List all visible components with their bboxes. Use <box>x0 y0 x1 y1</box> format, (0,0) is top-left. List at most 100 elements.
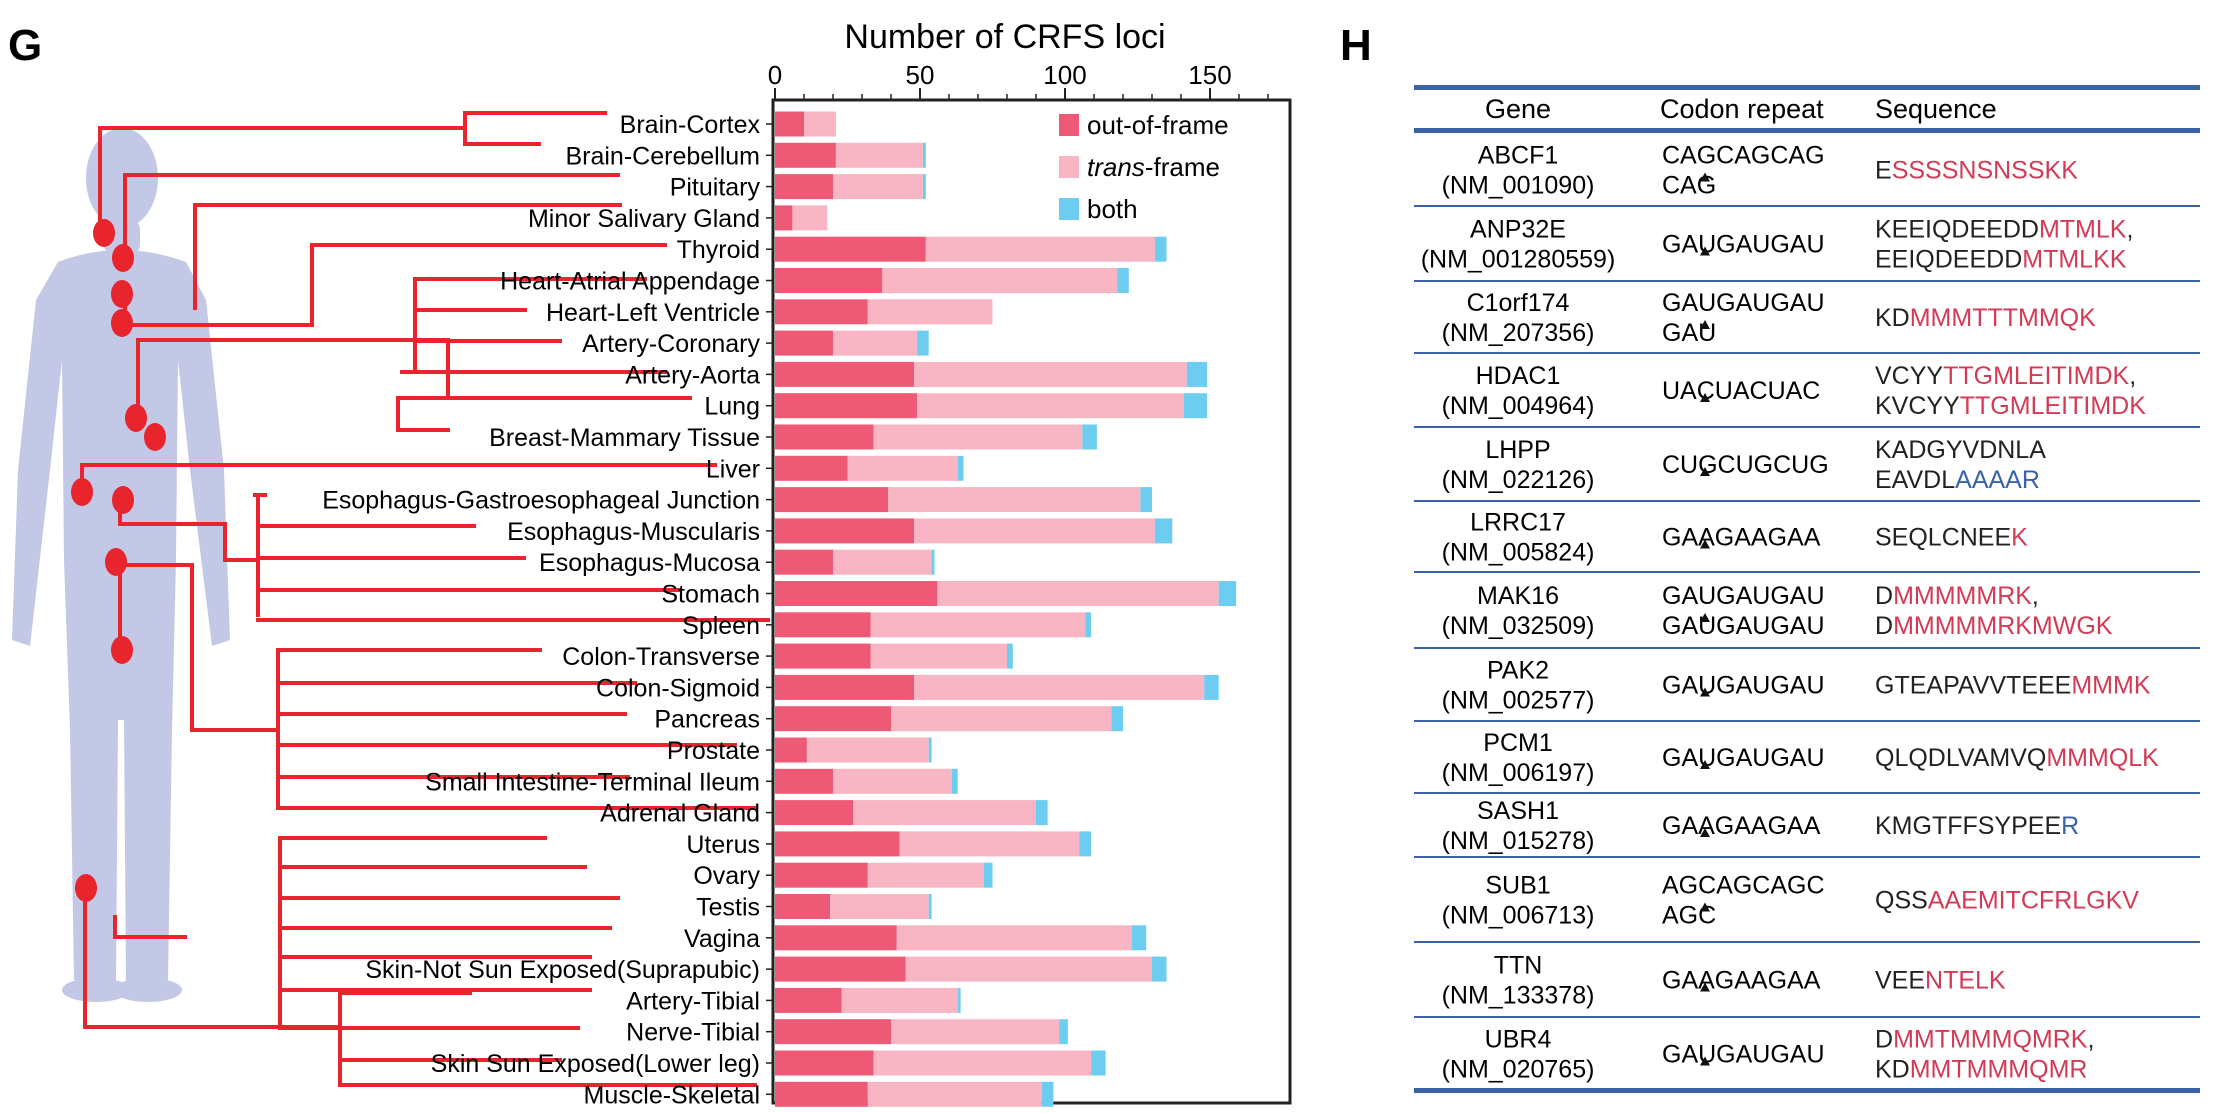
gene-symbol: C1orf174 <box>1467 289 1570 317</box>
category-label: Colon-Sigmoid <box>596 674 760 702</box>
legend-swatch <box>1059 198 1079 220</box>
bar-segment-out-of-frame <box>775 236 926 262</box>
sequence-segment: KD <box>1875 304 1910 332</box>
bar-segment-trans-frame <box>847 455 958 481</box>
bar-segment-both <box>917 330 929 356</box>
sequence-segment: , <box>2032 582 2039 610</box>
legend-swatch <box>1059 156 1079 178</box>
category-label: Vagina <box>684 925 760 953</box>
bar-segment-out-of-frame <box>775 142 836 168</box>
bar-segment-out-of-frame <box>775 1050 874 1076</box>
table-header-codon-repeat: Codon repeat <box>1660 94 1824 124</box>
table-top-rule <box>1414 85 2200 90</box>
bar-segment-out-of-frame <box>775 674 915 700</box>
category-label: Nerve-Tibial <box>626 1019 760 1047</box>
bar-segment-both <box>1218 581 1237 606</box>
bar-segment-both <box>922 142 926 168</box>
bar-segment-both <box>1131 925 1147 951</box>
sequence-segment: , <box>2126 216 2133 244</box>
category-label: Esophagus-Gastroesophageal Junction <box>322 487 760 515</box>
category-label: Pituitary <box>670 174 761 202</box>
sequence-segment: EEIQDEEDD <box>1875 246 2022 274</box>
bar-segment-both <box>1152 956 1167 982</box>
gene-accession: (NM_022126) <box>1442 466 1595 494</box>
table-row: PAK2(NM_002577) GAUGAUGAU GTEAPAVVTEEEMMMK <box>1442 657 2151 715</box>
table-row-rule <box>1414 352 2200 354</box>
category-label: Thyroid <box>677 236 760 264</box>
table-row-rule <box>1414 720 2200 722</box>
gene-symbol: SUB1 <box>1485 872 1550 900</box>
panel-g-letter: G <box>8 21 42 70</box>
sequence-segment-red: NTELK <box>1925 967 2006 995</box>
legend-label: trans-frame <box>1087 152 1220 182</box>
bar-segment-out-of-frame <box>775 268 883 293</box>
peptide-sequence: VCYYTTGMLEITIMDK, <box>1875 362 2136 390</box>
sequence-segment-red: MMMK <box>2071 672 2150 700</box>
codon-repeat: GAAGAAGAA <box>1662 967 1821 995</box>
bar-segment-both <box>1085 612 1092 638</box>
sequence-segment: D <box>1875 582 1893 610</box>
peptide-sequence: KADGYVDNLA <box>1875 436 2046 464</box>
gene-accession: (NM_015278) <box>1442 827 1595 855</box>
category-label: Testis <box>696 894 760 922</box>
body-markers <box>71 219 166 902</box>
table-bottom-rule <box>1414 1088 2200 1093</box>
bar-segment-out-of-frame <box>775 894 831 919</box>
category-label: Liver <box>706 455 760 483</box>
bar-segment-out-of-frame <box>775 800 854 826</box>
crfs-gene-table: Gene Codon repeat Sequence ABCF1(NM_001090… <box>1414 85 2200 1093</box>
codon-repeat: GAU <box>1662 319 1716 347</box>
table-row: UBR4(NM_020765)GAUGAUGAUDMMTMMMQMRK,KDMM… <box>1442 1026 2095 1084</box>
bar-segment-trans-frame <box>830 894 929 919</box>
panel-h-letter: H <box>1340 21 1372 70</box>
table-row: ANP32E(NM_001280559) GAUGAUGAU KEEIQDEEDDM… <box>1421 216 2134 274</box>
bar-segment-both <box>1091 1050 1106 1076</box>
gene-accession: (NM_005824) <box>1442 539 1595 567</box>
codon-repeat: AGC <box>1662 902 1716 930</box>
bar-segment-trans-frame <box>833 549 932 575</box>
bar-segment-out-of-frame <box>775 768 833 794</box>
bar-segment-out-of-frame <box>775 831 900 857</box>
bar-segment-both <box>1059 1019 1068 1045</box>
bar-segment-out-of-frame <box>775 299 868 325</box>
gene-symbol: ANP32E <box>1470 216 1566 244</box>
peptide-sequence: VEENTELK <box>1875 967 2006 995</box>
table-row-rule <box>1414 856 2200 858</box>
legend-swatch <box>1059 114 1079 136</box>
table-row-rule <box>1414 941 2200 943</box>
bar-segment-both <box>922 174 926 200</box>
bar-segment-out-of-frame <box>775 706 891 732</box>
codon-repeat: GAAGAAGAA <box>1662 812 1821 840</box>
bar-segment-out-of-frame <box>775 549 833 575</box>
sequence-segment-red: MMMMMRKMWGK <box>1893 612 2113 640</box>
sequence-segment-red: AAEMITCFRLGKV <box>1928 887 2139 915</box>
gene-accession: (NM_032509) <box>1442 612 1595 640</box>
table-row: SASH1(NM_015278) GAAGAAGAA KMGTFFSYPEER <box>1442 797 2080 855</box>
bar-segment-trans-frame <box>888 487 1141 513</box>
sequence-segment: KEEIQDEEDD <box>1875 216 2039 244</box>
bar-segment-out-of-frame <box>775 424 874 450</box>
category-label: Heart-Atrial Appendage <box>500 268 760 296</box>
sequence-segment: D <box>1875 1026 1893 1054</box>
x-tick-label: 50 <box>906 60 935 90</box>
peptide-sequence: GTEAPAVVTEEEMMMK <box>1875 672 2151 700</box>
bar-segment-trans-frame <box>804 111 836 137</box>
sequence-segment-red: MMMMMRK <box>1893 582 2032 610</box>
frameshift-arrowhead-icon <box>1700 982 1710 992</box>
sequence-segment: KADGYVDNLA <box>1875 436 2046 464</box>
peptide-sequence: KDMMTMMMQMR <box>1875 1056 2087 1084</box>
codon-repeat: CAGCAGCAG <box>1662 142 1825 170</box>
sequence-segment: KMGTFFSYPEE <box>1875 812 2061 840</box>
category-label: Small Intestine-Terminal Ileum <box>425 768 760 796</box>
category-label: Artery-Tibial <box>626 987 760 1015</box>
sequence-segment-red: K <box>2011 524 2028 552</box>
x-tick-label: 0 <box>768 60 782 90</box>
category-label: Breast-Mammary Tissue <box>489 424 760 452</box>
chart-title: Number of CRFS loci <box>844 18 1165 56</box>
codon-repeat: CUGCUGCUG <box>1662 451 1829 479</box>
bar-segment-out-of-frame <box>775 737 807 763</box>
sequence-segment: GTEAPAVVTEEE <box>1875 672 2071 700</box>
bar-segment-trans-frame <box>882 268 1118 293</box>
